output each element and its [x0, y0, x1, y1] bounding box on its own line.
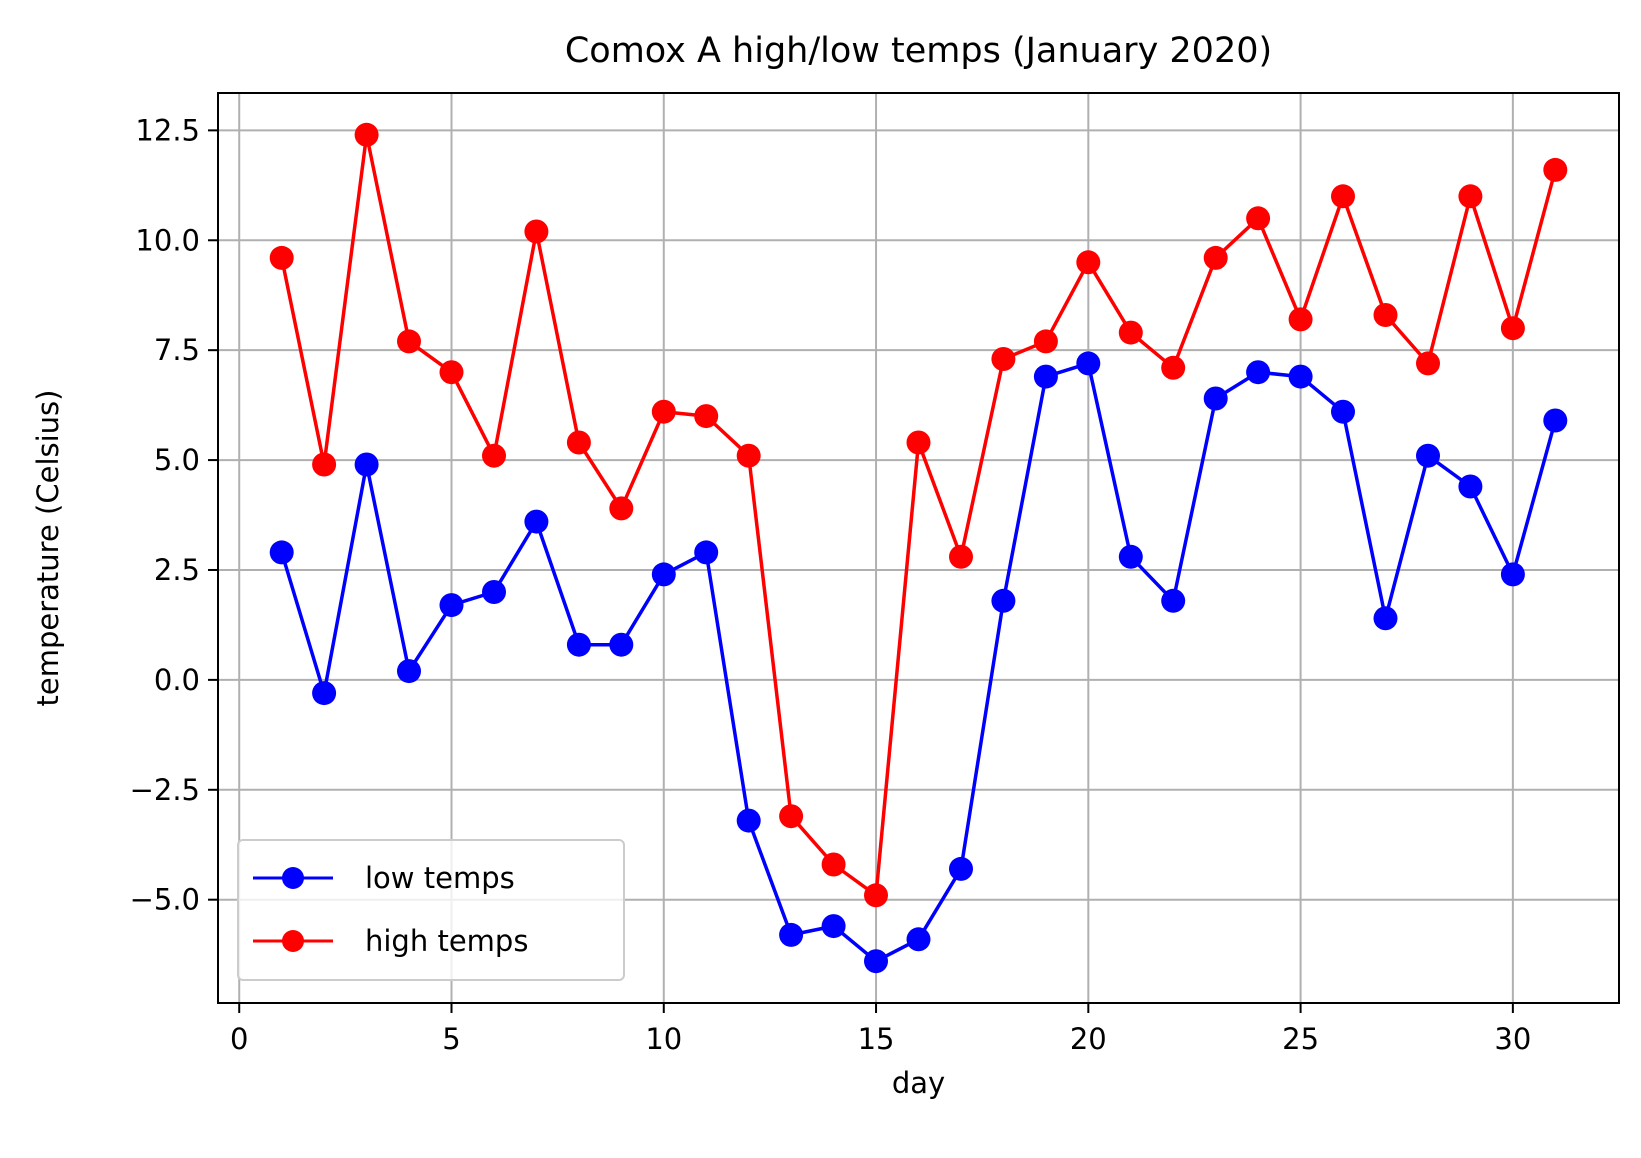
data-point — [524, 219, 549, 244]
data-point — [949, 856, 973, 881]
data-point — [906, 430, 931, 455]
data-point — [1161, 355, 1186, 380]
data-point — [566, 430, 591, 455]
chart-title: Comox A high/low temps (January 2020) — [565, 31, 1272, 71]
data-point — [482, 443, 506, 468]
y-tick-label: 2.5 — [154, 553, 200, 587]
data-point — [354, 122, 379, 147]
data-point — [651, 562, 676, 587]
y-tick-label: 5.0 — [154, 443, 200, 477]
data-point — [821, 852, 846, 877]
data-point — [1500, 562, 1525, 587]
legend-marker-high-temps — [282, 930, 304, 952]
data-point — [397, 329, 421, 354]
x-tick-label: 0 — [230, 1022, 248, 1056]
data-point — [864, 883, 888, 908]
data-point — [397, 659, 421, 684]
data-point — [864, 949, 888, 974]
legend-box — [237, 839, 625, 981]
x-tick-label: 5 — [442, 1022, 460, 1056]
data-point — [439, 360, 464, 385]
x-tick-label: 20 — [1070, 1022, 1107, 1056]
series-layer — [269, 122, 1568, 974]
data-point — [439, 593, 464, 618]
y-tick-label: 12.5 — [135, 113, 200, 147]
data-point — [1373, 303, 1398, 327]
data-point — [1416, 443, 1440, 468]
data-point — [609, 632, 634, 657]
data-point — [609, 496, 634, 521]
data-point — [482, 580, 506, 604]
data-point — [269, 540, 294, 565]
data-point — [1033, 364, 1058, 389]
y-axis-title: temperature (Celsius) — [31, 390, 65, 707]
y-tick-label: −5.0 — [130, 883, 200, 917]
legend-marker-low-temps — [282, 867, 304, 889]
data-point — [991, 347, 1016, 371]
data-point — [312, 452, 337, 477]
data-point — [1118, 544, 1143, 569]
data-point — [821, 914, 846, 939]
data-point — [1033, 329, 1058, 354]
series-low-temps — [269, 351, 1568, 974]
y-tick-label: 10.0 — [135, 223, 200, 257]
data-point — [1416, 351, 1440, 376]
data-point — [269, 245, 294, 270]
legend-label-low-temps: low temps — [365, 861, 515, 895]
x-tick-label: 15 — [858, 1022, 895, 1056]
y-tick-label: −2.5 — [130, 773, 200, 807]
data-point — [1373, 606, 1398, 631]
data-point — [1331, 184, 1355, 209]
legend: low temps high temps — [237, 839, 625, 981]
series-high-temps — [269, 122, 1568, 908]
data-point — [736, 443, 761, 468]
data-point — [1288, 307, 1313, 332]
data-point — [1076, 351, 1101, 376]
data-point — [1458, 474, 1483, 499]
x-axis-title: day — [892, 1066, 945, 1100]
data-point — [1203, 245, 1228, 270]
data-point — [1076, 250, 1101, 275]
y-axis-ticks: −5.0 −2.5 0.0 2.5 5.0 7.5 10.0 12.5 — [130, 113, 218, 917]
data-point — [1543, 157, 1568, 182]
data-point — [312, 681, 337, 706]
data-point — [906, 927, 931, 952]
data-point — [1543, 408, 1568, 433]
data-point — [779, 804, 804, 829]
data-point — [1246, 360, 1271, 385]
data-point — [354, 452, 379, 477]
data-point — [524, 509, 549, 534]
data-point — [1500, 316, 1525, 341]
data-point — [779, 922, 804, 947]
plot-frame — [217, 92, 1620, 1004]
data-point — [1288, 364, 1313, 389]
data-point — [566, 632, 591, 657]
legend-label-high-temps: high temps — [365, 924, 528, 958]
data-point — [949, 544, 973, 569]
data-point — [1161, 588, 1186, 613]
data-point — [694, 404, 719, 429]
data-point — [1331, 399, 1355, 424]
x-axis-ticks: 0 5 10 15 20 25 30 — [230, 1003, 1531, 1056]
data-point — [991, 588, 1016, 613]
data-point — [736, 808, 761, 833]
data-point — [694, 540, 719, 565]
y-tick-label: 7.5 — [154, 333, 200, 367]
data-point — [1458, 184, 1483, 209]
x-tick-label: 10 — [645, 1022, 682, 1056]
data-point — [1203, 386, 1228, 411]
data-point — [1246, 206, 1271, 231]
data-point — [651, 399, 676, 424]
x-tick-label: 25 — [1282, 1022, 1319, 1056]
x-tick-label: 30 — [1494, 1022, 1531, 1056]
y-tick-label: 0.0 — [154, 663, 200, 697]
data-point — [1118, 320, 1143, 345]
